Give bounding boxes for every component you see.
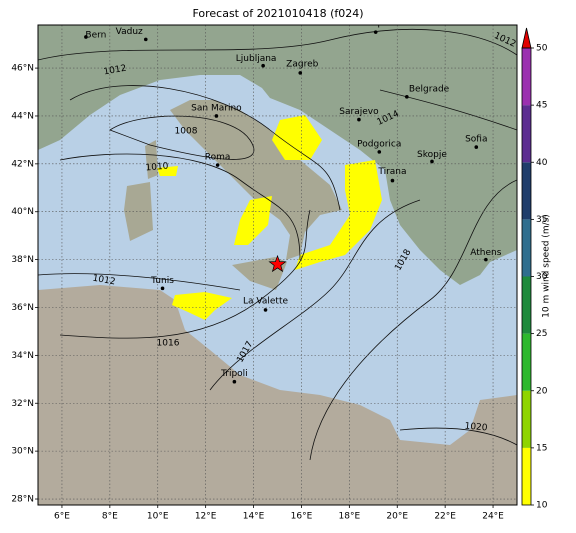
colorbar-segment — [522, 447, 531, 505]
lon-tick-label: 20°E — [386, 512, 408, 522]
city-label: Sofia — [465, 135, 487, 145]
lat-tick-label: 38°N — [11, 255, 34, 265]
colorbar-segment — [522, 276, 531, 334]
city-label: La Valette — [243, 296, 288, 306]
city-dot — [484, 257, 488, 262]
colorbar-tick-label: 25 — [536, 329, 547, 339]
land-europe — [38, 25, 517, 285]
city-label: Tunis — [150, 276, 174, 286]
city-label: Tirana — [377, 167, 406, 177]
colorbar-extend — [521, 27, 532, 49]
city-dot — [143, 37, 148, 42]
city-label: Sarajevo — [339, 107, 379, 117]
city-label: Tripoli — [220, 369, 248, 379]
city-dot — [160, 286, 165, 291]
city-dot — [430, 159, 434, 164]
city-label: Skopje — [417, 150, 447, 160]
lat-tick-label: 36°N — [11, 303, 34, 313]
colorbar-tick-label: 35 — [536, 215, 547, 225]
lon-tick-label: 8°E — [102, 512, 118, 522]
lat-tick-label: 46°N — [11, 64, 34, 74]
colorbar-segment — [522, 333, 531, 391]
land-corsica — [145, 140, 158, 179]
lat-tick-label: 40°N — [11, 207, 34, 217]
lon-tick-label: 12°E — [195, 512, 217, 522]
lat-tick-label: 42°N — [11, 159, 34, 169]
city-label: Zagreb — [286, 59, 318, 69]
lat-tick-label: 34°N — [11, 351, 34, 361]
city-dot — [373, 30, 378, 34]
lon-tick-label: 6°E — [54, 512, 70, 522]
city-label: Vaduz — [116, 27, 143, 37]
lon-tick-label: 16°E — [291, 512, 313, 522]
land-sicily — [232, 257, 287, 290]
map-area: Bern Vaduz Budapest Ljubljana Zagreb San Mari… — [38, 19, 517, 505]
city-label: Bern — [85, 30, 106, 40]
isobar-label: 1012 — [103, 64, 127, 78]
lon-tick-label: 22°E — [434, 512, 456, 522]
colorbar-segment — [522, 390, 531, 448]
city-dot — [232, 379, 237, 384]
colorbar-segment — [522, 105, 531, 163]
lat-tick-label: 44°N — [11, 111, 34, 121]
colorbar-tick-label: 40 — [536, 158, 548, 168]
lat-tick-label: 28°N — [11, 495, 34, 505]
lat-tick-label: 30°N — [11, 447, 34, 457]
land-sardinia — [124, 182, 153, 241]
lon-tick-label: 14°E — [243, 512, 265, 522]
city-label: San Marino — [191, 103, 242, 113]
map-title: Forecast of 2021010418 (f024) — [192, 7, 363, 20]
city-label: Podgorica — [357, 139, 401, 149]
city-label: Athens — [470, 248, 501, 258]
colorbar-label: 10 m wind speed (m/s) — [542, 214, 552, 318]
colorbar-tick-label: 20 — [536, 386, 548, 396]
city-label: Budapest — [354, 19, 397, 29]
lon-tick-label: 10°E — [147, 512, 169, 522]
city-dot — [263, 308, 268, 312]
event-marker — [268, 254, 287, 273]
land-italy — [170, 100, 342, 260]
isobar-label: 1012 — [92, 274, 116, 288]
map-frame — [37, 24, 518, 506]
colorbar-tick-label: 50 — [536, 44, 548, 54]
colorbar-segment — [522, 48, 531, 106]
isobar-label: 1010 — [145, 161, 169, 173]
city-dot — [357, 117, 361, 122]
city-dot — [377, 150, 382, 154]
city-dot — [298, 71, 303, 75]
colorbar-segment — [522, 219, 531, 277]
wind-patches — [157, 115, 382, 320]
lat-tick-label: 32°N — [11, 399, 34, 409]
isobars — [38, 29, 517, 461]
isobar-label: 1020 — [464, 422, 488, 434]
colorbar-tick-label: 45 — [536, 101, 547, 111]
city-dot — [215, 163, 220, 167]
colorbar-tick-label: 15 — [536, 443, 547, 453]
colorbar-tick-label: 30 — [536, 272, 548, 282]
lon-tick-label: 18°E — [339, 512, 361, 522]
city-dot — [405, 95, 409, 99]
city-dot — [214, 114, 219, 118]
isobar-label: 1008 — [175, 127, 198, 137]
city-dot — [261, 63, 265, 68]
city-label: Ljubljana — [236, 54, 277, 64]
city-label: Belgrade — [409, 84, 450, 94]
lon-tick-label: 24°E — [482, 512, 504, 522]
city-dot — [390, 178, 395, 183]
colorbar-tick-label: 10 — [536, 501, 548, 511]
city-dot — [84, 35, 88, 39]
city-dot — [474, 145, 479, 149]
colorbar-segment — [522, 162, 531, 220]
isobar-label: 1016 — [157, 339, 180, 349]
city-label: Roma — [205, 153, 231, 163]
